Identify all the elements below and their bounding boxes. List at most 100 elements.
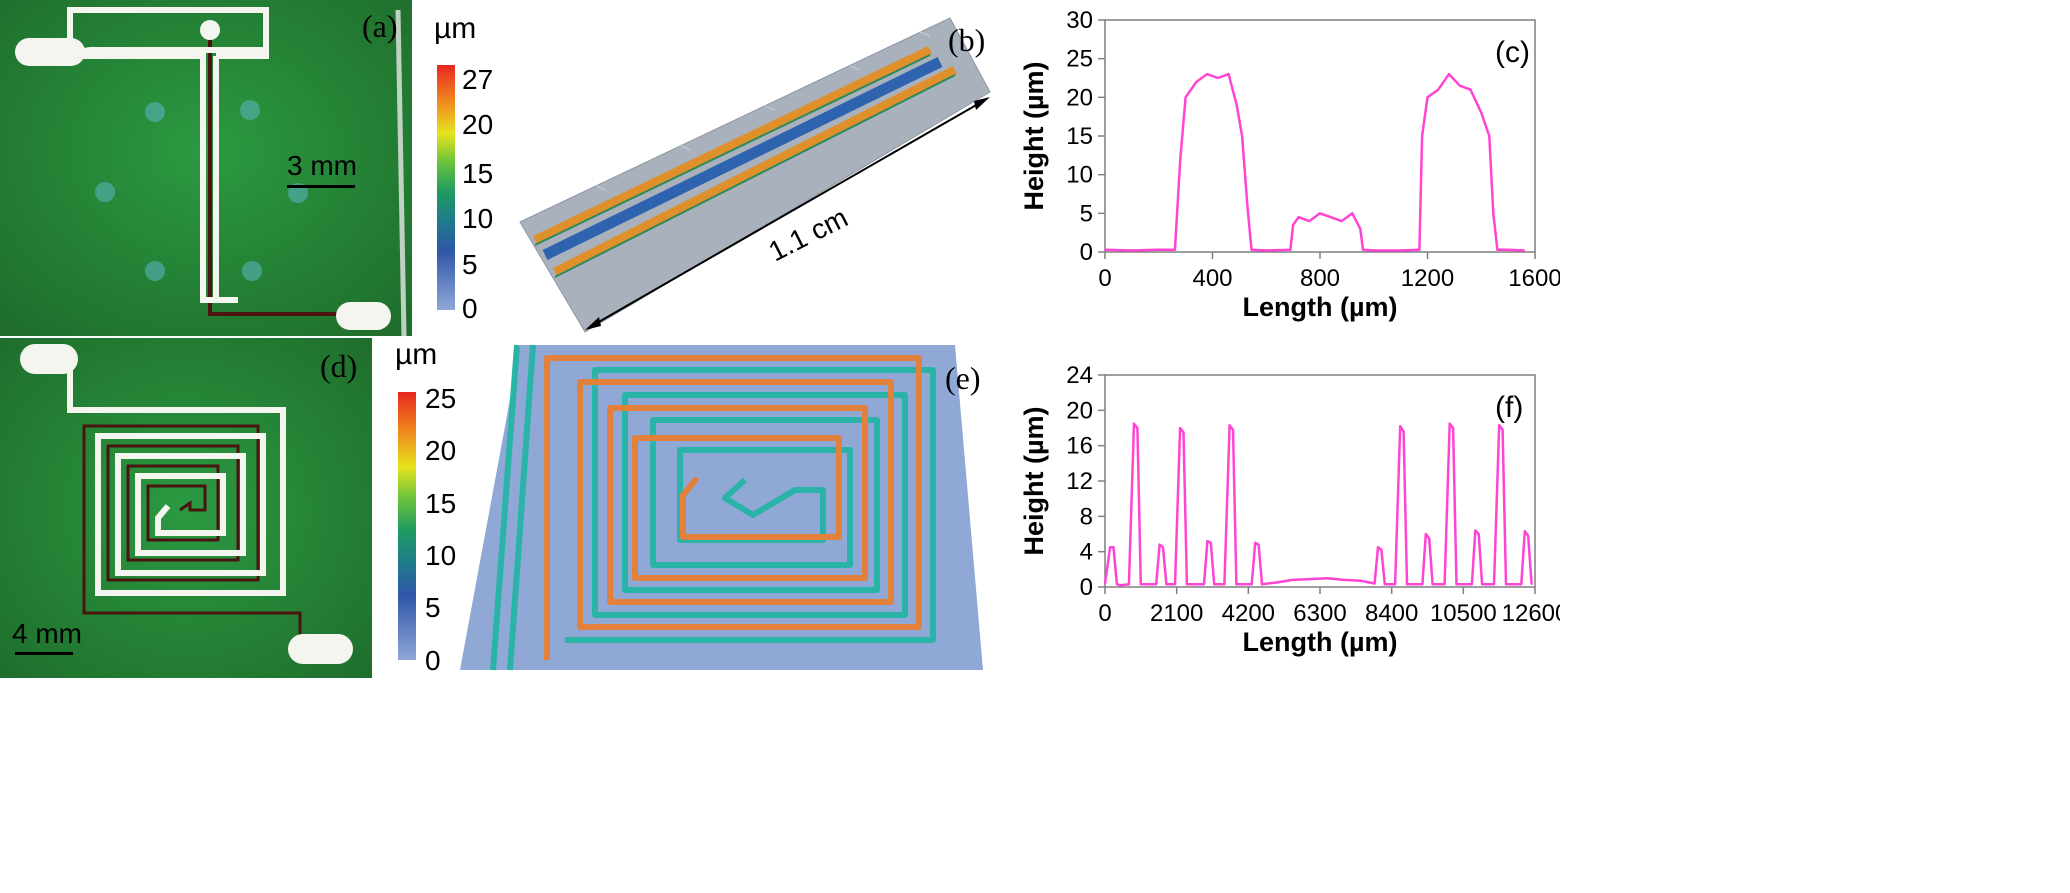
profile-point <box>1498 424 1500 427</box>
profile-point <box>1195 81 1198 83</box>
profile-point <box>1394 583 1396 586</box>
profile-point <box>1155 583 1157 586</box>
colorbar-bottom-unit: µm <box>395 338 438 371</box>
plot-frame <box>1104 19 1536 253</box>
profile-point <box>1265 249 1268 252</box>
y-tick-label: 8 <box>1080 503 1093 530</box>
y-tick-label: 4 <box>1080 539 1093 566</box>
profile-point <box>1426 96 1429 99</box>
profile-point <box>1232 428 1234 431</box>
profile-point <box>1418 248 1421 251</box>
profile-point <box>1186 583 1188 586</box>
profile-point <box>1399 249 1402 252</box>
profile-point <box>1297 216 1300 218</box>
panel-label-a: (a) <box>362 8 398 44</box>
profile-point <box>1223 583 1226 586</box>
profile-point <box>1116 583 1118 586</box>
profile-point <box>1246 204 1249 207</box>
profile-point <box>1209 542 1212 544</box>
profile-point <box>1136 427 1139 429</box>
profile-point <box>1437 88 1440 91</box>
profile-point <box>1184 96 1187 99</box>
profile-point <box>1112 546 1115 549</box>
profile-point <box>1109 546 1111 549</box>
profile-point <box>1402 430 1405 433</box>
profile-point <box>1421 583 1424 586</box>
profile-point <box>1373 582 1376 585</box>
profile-point <box>1241 135 1243 137</box>
profile-point <box>1380 549 1383 551</box>
profile-point <box>1235 104 1238 106</box>
profile-point <box>1104 582 1106 585</box>
photo-a-drawing <box>0 0 412 336</box>
profile-point <box>1428 537 1431 540</box>
colorbar-top-tick-1: 20 <box>462 109 494 140</box>
profile-point <box>1326 577 1328 579</box>
profile-point <box>1217 77 1219 79</box>
profile-point <box>1527 534 1529 537</box>
profile-point <box>1128 583 1130 586</box>
colorbar-top <box>437 65 455 310</box>
x-axis-label: Length (µm) <box>1242 292 1397 322</box>
profile-series-line <box>1103 422 1533 587</box>
y-tick-label: 30 <box>1066 7 1093 34</box>
photo-panel-d: (d) 4 mm <box>0 338 372 678</box>
profile-point <box>1206 540 1209 542</box>
profile-point <box>1431 583 1434 586</box>
profile-point <box>1165 583 1168 586</box>
profile-point <box>1530 583 1533 586</box>
profile-point <box>1448 73 1450 75</box>
profile-point <box>1480 112 1483 114</box>
panel-label-f: (f) <box>1495 391 1523 424</box>
x-axis-label: Length (µm) <box>1242 627 1397 657</box>
y-tick-label: 5 <box>1080 200 1093 227</box>
profile-point <box>1206 73 1208 75</box>
profile-point <box>1469 88 1472 91</box>
profile-series-line <box>1104 72 1525 252</box>
surface-b-drawing: 1.1 cm <box>519 17 991 333</box>
profile-chart-c: 0 400 800 1200 1600 0 5 10 15 20 25 30 Length (µm) He… <box>1019 7 1560 322</box>
x-tick-label: 6300 <box>1293 600 1346 627</box>
profile-point <box>1523 530 1526 533</box>
profile-point <box>1261 583 1263 586</box>
profile-point <box>1133 422 1135 425</box>
colorbar-bottom-tick-0: 25 <box>425 383 457 414</box>
colorbar-top-tick-4: 5 <box>462 249 478 280</box>
profile-point <box>1343 579 1345 581</box>
profile-point <box>1182 431 1185 434</box>
profile-point <box>1520 583 1523 586</box>
panel-label-c: (c) <box>1495 36 1530 69</box>
profile-point <box>1292 224 1294 226</box>
colorbar-bottom-tick-1: 20 <box>425 435 457 466</box>
profile-point <box>1157 248 1160 251</box>
profile-point <box>1104 248 1106 251</box>
surface-panel-e: (e) <box>455 340 995 690</box>
profile-point <box>1384 583 1386 586</box>
scale-bar-a <box>287 185 355 188</box>
y-tick-label: 25 <box>1066 46 1093 73</box>
colorbar-top-tick-0: 27 <box>462 64 494 95</box>
photo-panel-a: (a) 3 mm <box>0 0 412 336</box>
y-tick-label: 16 <box>1066 433 1093 460</box>
y-tick-label: 24 <box>1066 362 1093 389</box>
profile-point <box>1179 158 1182 160</box>
profile-point <box>1308 578 1311 580</box>
profile-point <box>1174 583 1176 586</box>
surface-panel-b: 1.1 cm (b) <box>500 0 1000 340</box>
profile-point <box>1257 543 1260 546</box>
profile-point <box>1359 228 1362 230</box>
colorbar-bottom-tick-4: 5 <box>425 592 441 623</box>
x-tick-label: 10500 <box>1430 600 1497 627</box>
profile-point <box>1523 249 1526 252</box>
x-tick-label: 800 <box>1300 265 1340 292</box>
profile-point <box>1340 220 1343 222</box>
profile-point <box>1492 212 1495 215</box>
x-tick-label: 4200 <box>1222 600 1275 627</box>
profile-point <box>1452 427 1454 429</box>
y-tick-label: 0 <box>1080 574 1093 601</box>
profile-point <box>1319 212 1321 215</box>
profile-point <box>1289 248 1292 251</box>
profile-point <box>1162 546 1164 549</box>
